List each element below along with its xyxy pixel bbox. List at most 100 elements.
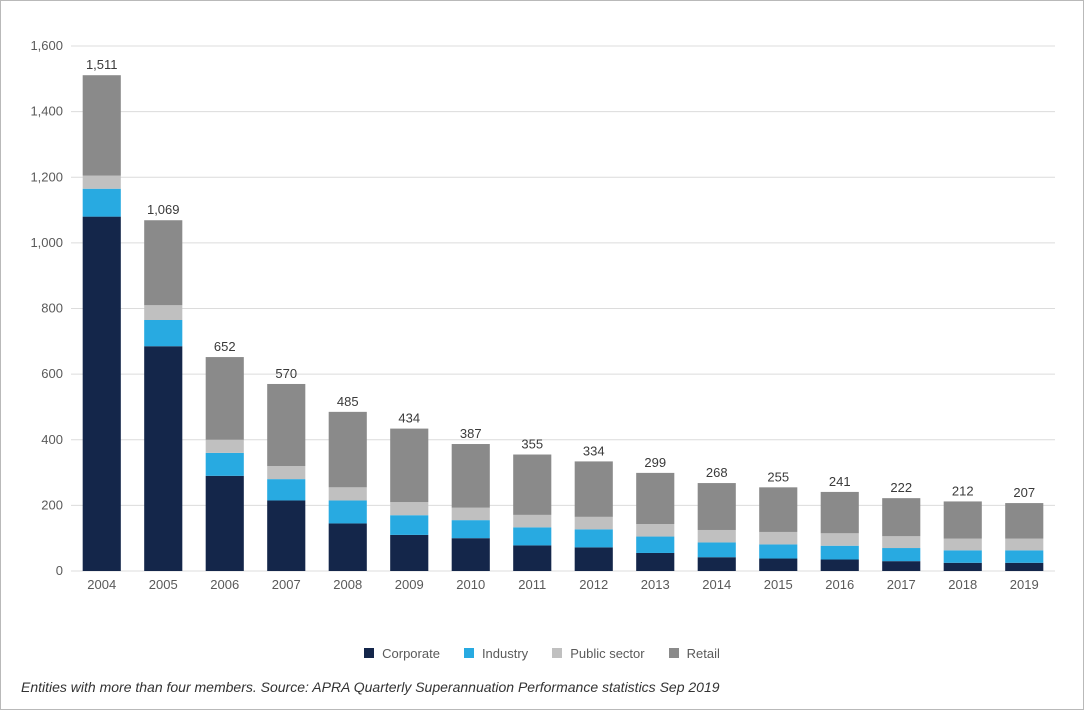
bar-segment [206, 476, 244, 571]
bar-total-label: 652 [214, 339, 236, 354]
x-tick-label: 2015 [764, 577, 793, 592]
bar-segment [144, 346, 182, 571]
bar-segment [513, 455, 551, 515]
bar-segment [206, 357, 244, 440]
bar-segment [329, 523, 367, 571]
bar-segment [452, 508, 490, 520]
y-tick-label: 1,000 [30, 235, 63, 250]
bar-segment [882, 561, 920, 571]
bar-segment [329, 487, 367, 500]
stacked-bar-chart: 02004006008001,0001,2001,4001,6001,51120… [21, 21, 1065, 601]
x-tick-label: 2018 [948, 577, 977, 592]
legend-item: Corporate [364, 646, 440, 661]
bar-segment [144, 320, 182, 346]
x-tick-label: 2005 [149, 577, 178, 592]
bar-total-label: 334 [583, 443, 605, 458]
bar-segment [83, 75, 121, 175]
bar-segment [944, 539, 982, 551]
bar-total-label: 434 [398, 411, 420, 426]
bar-segment [759, 487, 797, 532]
bar-segment [575, 547, 613, 571]
x-tick-label: 2019 [1010, 577, 1039, 592]
bar-segment [882, 536, 920, 548]
x-tick-label: 2012 [579, 577, 608, 592]
y-tick-label: 1,600 [30, 38, 63, 53]
bar-segment [821, 560, 859, 571]
bar-segment [452, 520, 490, 538]
legend-swatch [364, 648, 374, 658]
chart-area: 02004006008001,0001,2001,4001,6001,51120… [21, 21, 1063, 601]
bar-segment [944, 501, 982, 538]
bar-segment [390, 502, 428, 515]
y-tick-label: 400 [41, 432, 63, 447]
bar-segment [144, 220, 182, 305]
legend-swatch [552, 648, 562, 658]
bar-segment [575, 529, 613, 547]
bar-segment [267, 384, 305, 466]
bar-segment [513, 515, 551, 527]
legend: Corporate Industry Public sector Retail [1, 646, 1083, 662]
bar-segment [698, 557, 736, 571]
bar-segment [636, 537, 674, 553]
x-tick-label: 2013 [641, 577, 670, 592]
x-tick-label: 2009 [395, 577, 424, 592]
bar-segment [513, 545, 551, 571]
bar-total-label: 1,069 [147, 202, 180, 217]
bar-segment [83, 217, 121, 571]
bar-segment [390, 429, 428, 503]
bar-total-label: 207 [1013, 485, 1035, 500]
bar-total-label: 299 [644, 455, 666, 470]
bar-total-label: 485 [337, 394, 359, 409]
legend-item: Industry [464, 646, 528, 661]
legend-item: Public sector [552, 646, 644, 661]
x-tick-label: 2011 [518, 577, 546, 592]
bar-segment [452, 444, 490, 508]
legend-label: Industry [482, 646, 528, 661]
bar-segment [267, 479, 305, 500]
y-tick-label: 200 [41, 497, 63, 512]
x-tick-label: 2006 [210, 577, 239, 592]
bar-total-label: 570 [275, 366, 297, 381]
legend-label: Corporate [382, 646, 440, 661]
bar-segment [821, 546, 859, 560]
bar-segment [698, 542, 736, 557]
bar-segment [267, 500, 305, 571]
bar-total-label: 268 [706, 465, 728, 480]
bar-total-label: 355 [521, 437, 543, 452]
bar-segment [759, 559, 797, 571]
bar-segment [329, 412, 367, 487]
bar-segment [698, 483, 736, 530]
bar-total-label: 1,511 [86, 57, 118, 72]
legend-label: Public sector [570, 646, 644, 661]
x-tick-label: 2017 [887, 577, 916, 592]
bar-segment [1005, 539, 1043, 551]
bar-total-label: 212 [952, 483, 974, 498]
legend-item: Retail [669, 646, 720, 661]
x-tick-label: 2004 [87, 577, 116, 592]
legend-label: Retail [687, 646, 720, 661]
bar-segment [821, 533, 859, 545]
chart-frame: 02004006008001,0001,2001,4001,6001,51120… [0, 0, 1084, 710]
bar-segment [636, 553, 674, 571]
bar-segment [821, 492, 859, 533]
bar-segment [759, 544, 797, 558]
x-tick-label: 2007 [272, 577, 301, 592]
bar-segment [698, 530, 736, 542]
y-tick-label: 1,200 [30, 169, 63, 184]
x-tick-label: 2016 [825, 577, 854, 592]
x-tick-label: 2014 [702, 577, 731, 592]
bar-segment [882, 498, 920, 536]
bar-segment [636, 473, 674, 524]
bar-segment [944, 563, 982, 571]
caption: Entities with more than four members. So… [21, 679, 720, 695]
bar-segment [1005, 503, 1043, 538]
bar-segment [206, 440, 244, 453]
bar-segment [83, 189, 121, 217]
bar-segment [83, 176, 121, 189]
y-tick-label: 1,400 [30, 104, 63, 119]
bar-segment [390, 515, 428, 535]
bar-segment [944, 550, 982, 562]
bar-segment [882, 548, 920, 561]
bar-segment [206, 453, 244, 476]
legend-swatch [669, 648, 679, 658]
